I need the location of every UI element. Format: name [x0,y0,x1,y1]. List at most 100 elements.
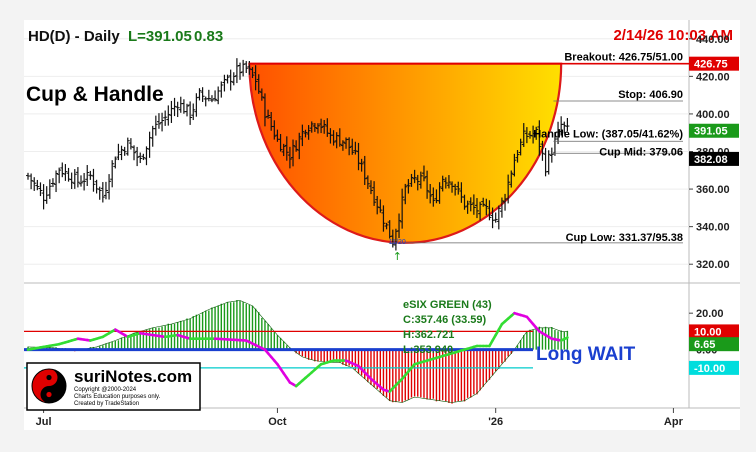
price-bar [278,134,283,152]
price-bar [384,222,389,230]
indicator-high: H:362.721 [403,329,454,341]
price-bar [368,180,373,195]
price-bar [353,141,358,155]
price-bar [506,174,511,204]
price-bar [362,155,367,186]
price-bar [297,132,302,160]
price-bar [540,140,545,161]
indicator-low: L:353.940 [403,344,453,356]
stop-label: Stop: 406.90 [618,89,683,101]
price-bar [250,67,255,79]
price-bar [291,139,296,167]
price-bar [60,162,65,178]
price-bar [474,198,479,219]
price-bar [163,110,168,126]
price-bar [409,173,414,187]
price-bar [200,87,205,102]
education-line: Charts Education purposes only. [74,394,161,400]
time-tick-label: Apr [664,416,684,428]
price-tick-label: 420.00 [696,71,730,83]
price-bar [556,121,561,145]
price-bar [359,158,364,172]
price-bar [91,168,96,192]
price-bar [319,118,324,134]
price-bar [465,200,470,214]
price-bar [562,121,567,134]
price-bar [415,174,420,191]
price-tick-label: 440.00 [696,34,730,46]
price-bar [468,197,473,212]
price-bar [185,103,190,117]
price-bar [471,194,476,215]
yin-yang-icon [31,368,67,404]
cup-low-label: Cup Low: 331.37/95.38 [566,232,683,244]
price-bar [403,183,408,205]
price-bar [481,197,486,207]
price-bar [122,146,127,156]
oscillator-outline [27,300,568,403]
level-lines [249,62,689,244]
price-bar [88,170,93,180]
svg-text:6.65: 6.65 [694,339,715,351]
price-bar [50,178,55,188]
svg-text:-10.00: -10.00 [694,363,725,375]
price-bar [478,201,483,221]
price-bar [116,143,121,161]
price-bar [549,147,554,163]
price-bar [437,182,442,204]
price-bar [397,213,402,239]
indicator-tick-label: 20.00 [696,308,724,320]
svg-text:391.05: 391.05 [694,126,728,138]
price-bar [35,179,40,191]
price-bar [54,170,59,193]
price-bar [499,197,504,218]
signal-status: Long WAIT [536,344,636,365]
price-bar [287,146,292,169]
price-bar [166,105,171,126]
cup-mid-label: Cup Mid: 379.06 [599,146,683,158]
price-bar [244,61,249,74]
price-bar [284,136,289,161]
time-tick-label: Oct [268,416,287,428]
price-bar [331,130,336,146]
time-axis: Jul Oct '26 Apr [36,408,684,428]
tag-cup-mid: 382.08 [689,151,739,166]
price-bar [315,123,320,134]
price-bar [524,127,529,144]
price-bar [238,62,243,80]
price-bar [103,181,108,200]
price-bar [75,167,80,188]
price-bar [113,156,118,169]
price-bar [188,101,193,125]
svg-text:426.75: 426.75 [694,59,728,71]
pattern-label: Cup & Handle [26,83,164,106]
price-bar [63,164,68,181]
price-bar [340,140,345,151]
change-value: 0.83 [194,28,223,45]
price-bar [303,129,308,138]
indicator-close: C:357.46 (33.59) [403,314,486,326]
price-bar [493,212,498,223]
tag-indicator-value: 6.65 [689,337,739,352]
price-bar [69,172,74,190]
price-bar [219,81,224,98]
price-bar [72,169,77,189]
price-bar [446,175,451,189]
price-bar [85,165,90,186]
price-bar [372,181,377,206]
price-bar [565,117,570,132]
price-bar [487,200,492,221]
price-bar [82,172,87,191]
handle-low-label: Handle Low: (387.05/41.62%) [533,128,683,140]
price-tick-label: 360.00 [696,184,730,196]
price-bar [515,150,520,163]
price-bar [38,182,43,197]
price-bar [294,140,299,152]
time-tick-label: '26 [488,416,503,428]
price-tick-label: 340.00 [696,222,730,234]
price-bar [400,188,405,229]
price-bar [153,115,158,136]
price-bar [156,113,161,129]
price-bar [97,186,102,200]
price-tick-label: 400.00 [696,109,730,121]
